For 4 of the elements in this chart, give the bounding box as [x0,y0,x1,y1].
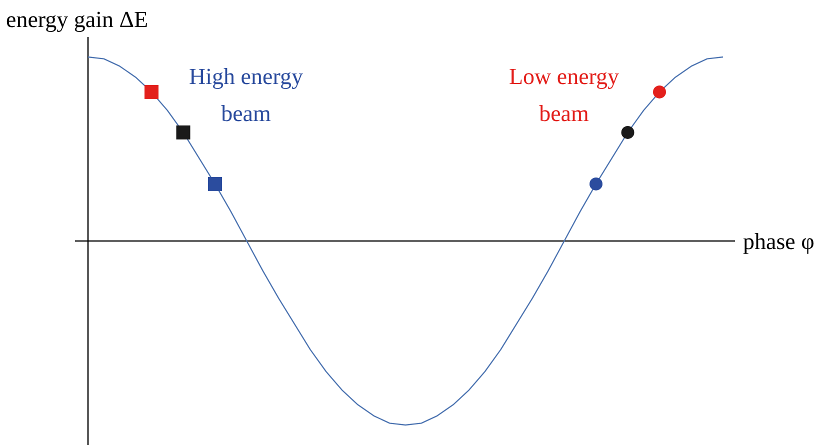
annotation: High energy beam [189,64,304,126]
x-axis-title: phase φ [743,229,814,254]
y-axis-title: energy gain ΔE [6,7,148,32]
annotation: Low energy beam [508,64,620,126]
